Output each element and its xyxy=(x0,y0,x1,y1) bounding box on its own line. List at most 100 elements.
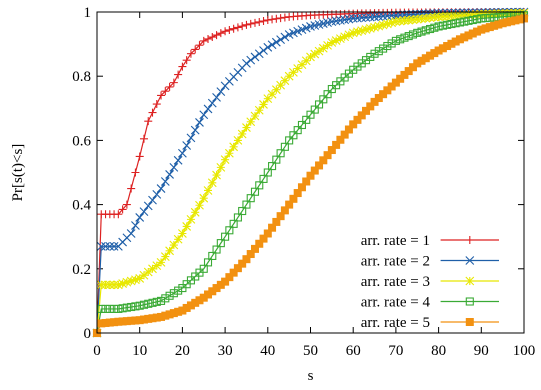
series-point xyxy=(267,40,277,50)
series-point xyxy=(263,94,273,104)
series-point xyxy=(272,14,281,23)
series-point xyxy=(310,49,320,59)
series-point xyxy=(319,156,328,165)
series-point xyxy=(242,255,251,264)
legend-label: arr. rate = 2 xyxy=(361,254,430,270)
series-point xyxy=(455,18,465,27)
series-point xyxy=(190,125,200,135)
series-point xyxy=(370,22,379,32)
series-point xyxy=(242,20,251,29)
x-tick-label: 20 xyxy=(175,343,190,359)
series-point xyxy=(127,184,136,193)
series-point xyxy=(173,234,183,244)
series-point xyxy=(404,15,414,25)
series-point xyxy=(178,229,187,238)
series-point xyxy=(451,19,460,28)
series-point xyxy=(404,32,413,41)
series-point xyxy=(391,10,401,20)
series-point xyxy=(314,100,324,109)
legend: arr. rate = 1 arr. rate = 2 arr. rate = 3 a… xyxy=(361,233,499,331)
series-point xyxy=(233,264,242,273)
series-point xyxy=(216,29,225,38)
series-point xyxy=(144,299,153,308)
series-point xyxy=(139,207,149,217)
series-point xyxy=(272,155,281,164)
series-point xyxy=(152,297,161,306)
series-point xyxy=(212,170,221,180)
legend-item: arr. rate = 5 xyxy=(361,315,499,331)
series-point xyxy=(285,136,294,145)
series-point xyxy=(221,277,230,286)
series-point xyxy=(323,151,332,160)
series-point xyxy=(203,186,213,195)
series-point xyxy=(332,140,341,149)
series-point xyxy=(271,85,281,95)
series-point xyxy=(400,33,409,42)
series-point xyxy=(126,276,136,286)
series-point xyxy=(225,226,234,235)
series-point xyxy=(476,9,486,19)
series-point xyxy=(310,166,319,175)
series-point xyxy=(242,123,251,132)
series-point xyxy=(105,241,115,251)
series-point xyxy=(237,129,247,139)
series-point xyxy=(472,10,482,19)
series-point xyxy=(272,217,281,226)
legend-label: arr. rate = 3 xyxy=(361,274,430,290)
series-point xyxy=(387,18,397,28)
series-point xyxy=(289,67,298,77)
series-point xyxy=(157,91,166,100)
series-point xyxy=(127,302,136,312)
series-point xyxy=(306,171,315,180)
series-point xyxy=(203,258,213,267)
legend-swatch-marker xyxy=(465,276,475,286)
series-point xyxy=(105,304,114,313)
series-point xyxy=(301,56,311,66)
x-tick-label: 100 xyxy=(513,343,536,359)
series-point xyxy=(348,28,358,38)
series-point xyxy=(293,189,302,198)
series-point xyxy=(169,162,179,172)
series-point xyxy=(276,35,285,44)
x-tick-label: 60 xyxy=(346,343,361,359)
series-point xyxy=(447,19,456,29)
series-point xyxy=(135,274,145,283)
series-point xyxy=(421,13,431,23)
y-tick-label: 0.4 xyxy=(72,198,91,214)
series-point xyxy=(263,16,272,25)
series-point xyxy=(318,43,328,53)
x-tick-label: 90 xyxy=(474,343,489,359)
series-point xyxy=(468,15,477,25)
series-point xyxy=(490,13,499,22)
series-point xyxy=(114,304,123,313)
series-point xyxy=(263,229,272,238)
y-tick-label: 0.6 xyxy=(72,133,91,149)
tick-labels: 0 10 20 30 40 50 60 70 80 90 100 0 0.2 0.4 0.6 0.8 1 xyxy=(72,5,535,359)
series-point xyxy=(255,181,264,190)
series-point xyxy=(268,223,277,232)
series-point xyxy=(195,41,204,50)
legend-swatch-marker xyxy=(465,256,475,265)
series-point xyxy=(323,90,332,99)
series-point xyxy=(233,136,243,145)
series-point xyxy=(255,17,264,26)
legend-item: arr. rate = 3 xyxy=(361,274,499,290)
series-point xyxy=(131,275,140,285)
series-point xyxy=(208,33,217,42)
series-point xyxy=(96,280,106,290)
series-point xyxy=(152,189,162,199)
series-point xyxy=(160,252,170,261)
legend-label: arr. rate = 1 xyxy=(361,233,430,249)
series-point xyxy=(174,70,183,79)
series-point xyxy=(221,232,230,241)
series-point xyxy=(157,296,166,305)
series-point xyxy=(165,246,174,256)
series-point xyxy=(101,280,110,290)
series-point xyxy=(259,174,268,183)
series-point xyxy=(336,135,345,144)
series-point xyxy=(280,32,290,42)
series-point xyxy=(233,23,242,32)
series-point xyxy=(254,49,264,59)
series-point xyxy=(246,55,256,65)
series-point xyxy=(178,148,187,158)
